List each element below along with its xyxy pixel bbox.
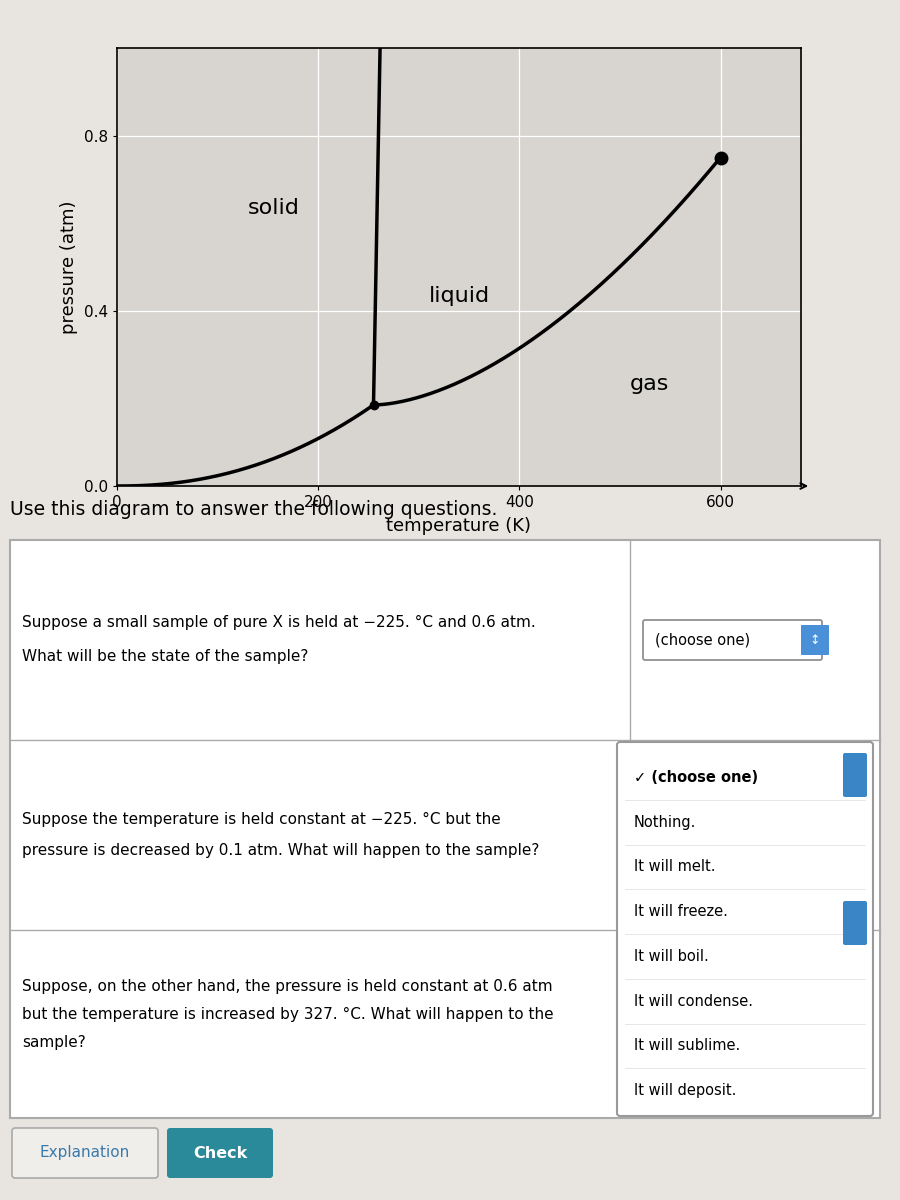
FancyBboxPatch shape bbox=[643, 620, 822, 660]
Text: Nothing.: Nothing. bbox=[634, 815, 697, 829]
Text: It will melt.: It will melt. bbox=[634, 859, 716, 875]
Text: Check: Check bbox=[193, 1146, 248, 1160]
FancyBboxPatch shape bbox=[167, 1128, 273, 1178]
Text: Explanation: Explanation bbox=[40, 1146, 130, 1160]
Text: It will freeze.: It will freeze. bbox=[634, 904, 728, 919]
Bar bbox=[10, 540, 880, 1118]
Text: sample?: sample? bbox=[22, 1034, 86, 1050]
Text: It will sublime.: It will sublime. bbox=[634, 1038, 740, 1054]
Text: but the temperature is increased by 327. °C. What will happen to the: but the temperature is increased by 327.… bbox=[22, 1007, 554, 1021]
Text: liquid: liquid bbox=[428, 286, 490, 306]
Text: What will be the state of the sample?: What will be the state of the sample? bbox=[22, 648, 309, 664]
Text: pressure is decreased by 0.1 atm. What will happen to the sample?: pressure is decreased by 0.1 atm. What w… bbox=[22, 844, 539, 858]
Text: It will deposit.: It will deposit. bbox=[634, 1084, 736, 1098]
X-axis label: temperature (K): temperature (K) bbox=[386, 517, 532, 535]
FancyBboxPatch shape bbox=[843, 901, 867, 946]
FancyBboxPatch shape bbox=[617, 742, 873, 1116]
Y-axis label: pressure (atm): pressure (atm) bbox=[60, 200, 78, 334]
Text: Use this diagram to answer the following questions.: Use this diagram to answer the following… bbox=[10, 500, 498, 518]
FancyBboxPatch shape bbox=[801, 625, 829, 655]
FancyBboxPatch shape bbox=[12, 1128, 158, 1178]
Text: ✓ (choose one): ✓ (choose one) bbox=[634, 770, 758, 785]
Text: Suppose a small sample of pure X is held at −225. °C and 0.6 atm.: Suppose a small sample of pure X is held… bbox=[22, 614, 536, 630]
Text: It will boil.: It will boil. bbox=[634, 949, 709, 964]
Text: Suppose, on the other hand, the pressure is held constant at 0.6 atm: Suppose, on the other hand, the pressure… bbox=[22, 978, 553, 994]
Text: Suppose the temperature is held constant at −225. °C but the: Suppose the temperature is held constant… bbox=[22, 811, 500, 827]
Text: ↕: ↕ bbox=[810, 634, 820, 647]
Text: It will condense.: It will condense. bbox=[634, 994, 753, 1009]
Text: (choose one): (choose one) bbox=[655, 632, 750, 648]
Text: gas: gas bbox=[630, 373, 670, 394]
FancyBboxPatch shape bbox=[843, 754, 867, 797]
Text: solid: solid bbox=[248, 198, 300, 218]
